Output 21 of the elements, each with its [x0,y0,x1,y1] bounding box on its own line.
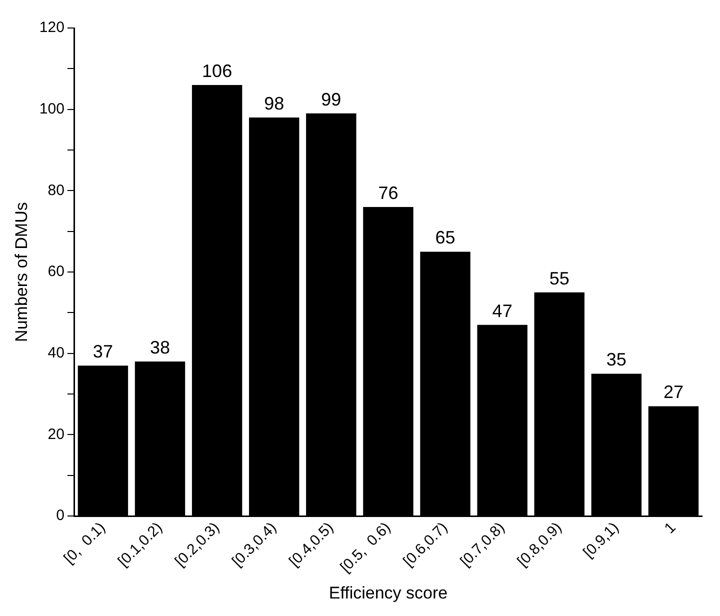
data-label: 98 [264,93,284,114]
y-axis-title: Numbers of DMUs [12,202,31,342]
y-tick-label: 20 [48,426,64,443]
data-label: 76 [378,182,398,203]
x-axis-title: Efficiency score [328,583,448,602]
x-tick-label: 1 [661,519,680,538]
data-label: 47 [492,300,512,321]
data-label: 37 [92,342,113,362]
data-label: 99 [321,89,342,110]
y-tick-label: 100 [39,100,64,118]
data-label: 27 [663,382,684,402]
data-label: 65 [435,228,456,248]
data-label: 35 [606,350,626,370]
x-tick-label: [0.5, 0.6) [337,519,394,576]
y-tick-label: 60 [48,263,64,280]
data-label: 106 [202,60,232,81]
data-label: 38 [150,337,170,358]
y-tick-label: 40 [48,344,64,362]
y-tick-label: 120 [39,19,64,36]
data-label: 55 [549,268,570,288]
y-tick-label: 80 [48,182,64,199]
